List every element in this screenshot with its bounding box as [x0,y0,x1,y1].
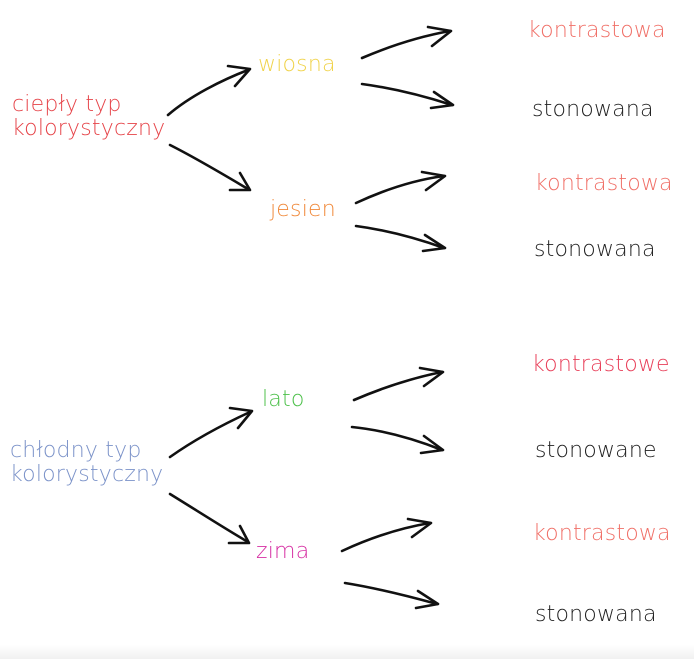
arrow-summer-to-contrast [352,366,445,402]
arrow-winter-to-contrast [340,517,433,553]
winter-muted-variant: stonowana [535,602,657,627]
arrow-warm-to-autumn [168,143,252,192]
arrow-cool-to-winter [168,492,251,545]
autumn-muted-variant: stonowana [534,237,656,262]
summer-muted-variant: stonowane [535,438,657,463]
warm-type-line1: ciepły typ [12,92,122,117]
season-winter: zima [256,539,310,564]
winter-contrast-variant: kontrastowa [533,521,671,546]
spring-contrast-variant: kontrastowa [528,18,666,43]
arrow-autumn-to-muted [354,224,447,253]
cool-type-line1: chłodny typ [10,438,142,463]
season-spring: wiosna [258,52,336,77]
arrow-warm-to-spring [166,64,252,117]
arrow-winter-to-muted [343,581,440,610]
bottom-edge [0,645,694,659]
warm-type-line2: kolorystyczny [12,116,166,141]
cool-type-line2: kolorystyczny [10,462,164,487]
spring-muted-variant: stonowana [532,97,654,122]
autumn-contrast-variant: kontrastowa [535,171,673,196]
arrow-autumn-to-contrast [354,170,447,205]
summer-contrast-variant: kontrastowe [532,352,670,377]
arrow-cool-to-summer [168,406,254,459]
cool-type-label: chłodny typ kolorystyczny [10,439,163,487]
arrow-summer-to-muted [350,425,445,455]
arrow-spring-to-contrast [360,25,453,60]
season-summer: lato [262,387,305,412]
arrow-spring-to-muted [360,82,455,110]
season-autumn: jesien [270,197,336,222]
warm-type-label: ciepły typ kolorystyczny [12,93,165,141]
